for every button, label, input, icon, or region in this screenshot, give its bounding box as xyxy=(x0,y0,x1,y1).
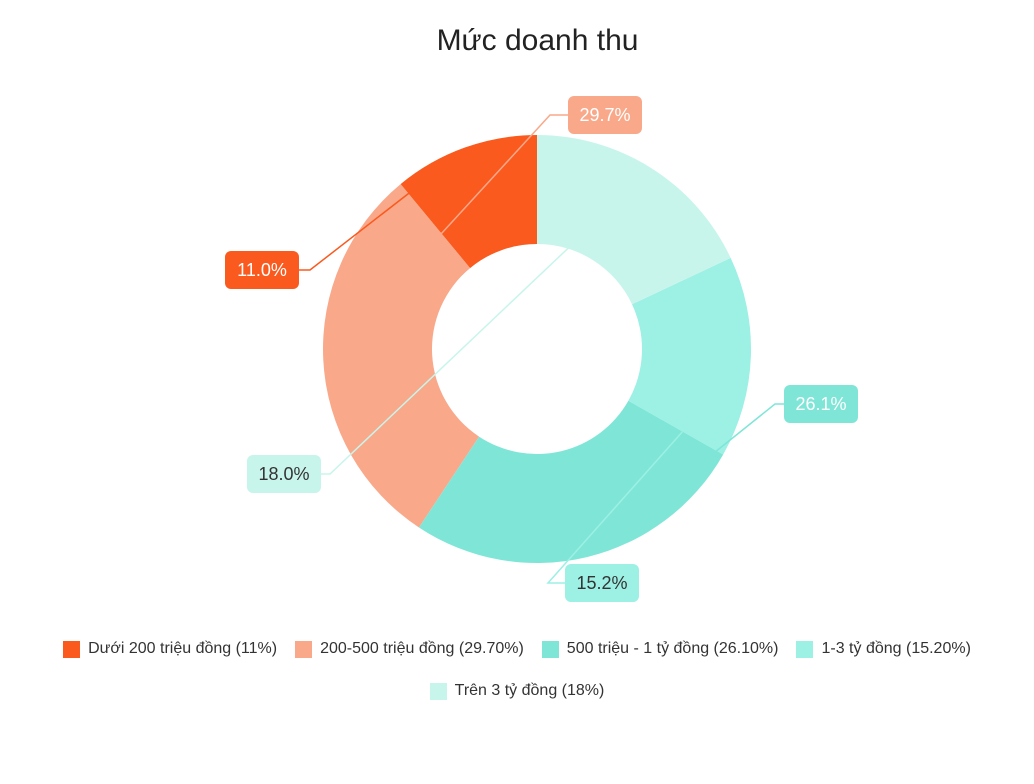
legend-label: 1-3 tỷ đồng (15.20%) xyxy=(821,640,971,657)
legend-swatch xyxy=(429,682,447,700)
slice-1-3-ty-dong[interactable] xyxy=(628,257,751,455)
data-label-200-500-trieu-dong: 29.7% xyxy=(579,105,630,125)
legend-label: Trên 3 tỷ đồng (18%) xyxy=(454,682,605,699)
data-label-box-200-500-trieu-dong xyxy=(568,96,642,134)
slice-tren-3-ty-dong[interactable] xyxy=(537,135,731,305)
legend-label: Dưới 200 triệu đồng (11%) xyxy=(88,640,278,657)
data-label-box-500-trieu-1-ty-dong xyxy=(784,385,858,423)
legend-item-1-3-ty-dong[interactable]: 1-3 tỷ đồng (15.20%) xyxy=(796,640,971,658)
legend-label: 200-500 triệu đồng (29.70%) xyxy=(320,640,524,657)
legend-swatch xyxy=(295,640,313,658)
data-label-duoi-200-trieu-dong: 11.0% xyxy=(237,260,287,280)
legend-item-duoi-200-trieu-dong[interactable]: Dưới 200 triệu đồng (11%) xyxy=(63,640,277,658)
legend-item-tren-3-ty-dong[interactable]: Trên 3 tỷ đồng (18%) xyxy=(429,682,605,700)
data-label-500-trieu-1-ty-dong: 26.1% xyxy=(795,394,846,414)
legend-item-200-500-trieu-dong[interactable]: 200-500 triệu đồng (29.70%) xyxy=(295,640,524,658)
legend-swatch xyxy=(796,640,814,658)
legend-swatch xyxy=(541,640,559,658)
legend-item-500-trieu-1-ty-dong[interactable]: 500 triệu - 1 tỷ đồng (26.10%) xyxy=(541,640,779,658)
legend-label: 500 triệu - 1 tỷ đồng (26.10%) xyxy=(566,640,779,657)
labels-layer: 11.0% 29.7% 26.1% 15.2% 18.0% xyxy=(225,96,858,602)
chart-title: Mức doanh thu xyxy=(436,24,639,57)
data-label-tren-3-ty-dong: 18.0% xyxy=(258,464,309,484)
data-label-box-duoi-200-trieu-dong xyxy=(225,251,299,289)
data-label-1-3-ty-dong: 15.2% xyxy=(576,573,627,593)
slice-200-500-trieu-dong[interactable] xyxy=(322,184,480,528)
slices-layer xyxy=(322,135,751,563)
legend-swatch xyxy=(63,640,81,658)
chart-legend: Dưới 200 triệu đồng (11%) 200-500 triệu đ… xyxy=(0,640,1034,700)
slice-duoi-200-trieu-dong[interactable] xyxy=(400,135,537,269)
donut-chart: 11.0% 29.7% 26.1% 15.2% 18.0% xyxy=(225,96,858,602)
data-label-box-tren-3-ty-dong xyxy=(247,455,321,493)
slice-500-trieu-1-ty-dong[interactable] xyxy=(418,400,724,563)
data-label-box-1-3-ty-dong xyxy=(565,564,639,602)
